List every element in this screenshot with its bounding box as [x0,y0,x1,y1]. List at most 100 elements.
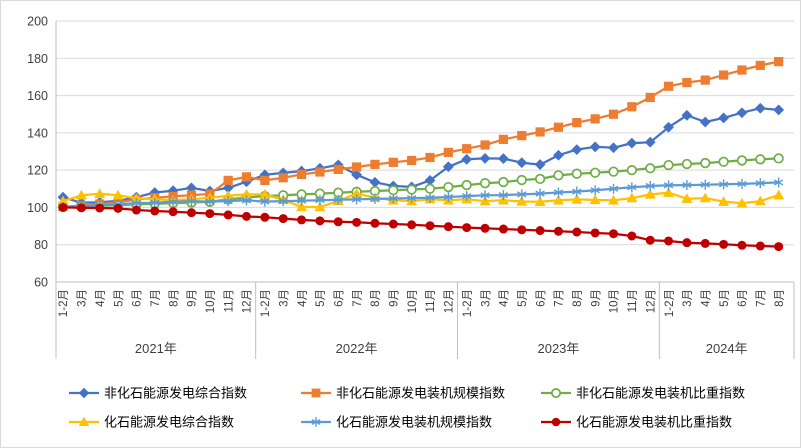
marker-triangle [571,193,583,204]
marker-square [407,155,417,166]
marker-asterisk [755,178,765,189]
x-axis-month-label: 1-2月 [664,289,676,317]
marker-circle-open [590,167,601,178]
marker-triangle [75,189,87,200]
marker-asterisk [296,195,307,206]
marker-circle [407,220,417,230]
marker-circle-open [663,159,674,171]
x-axis-month-label: 7月 [150,289,162,307]
x-axis-month-labels: 1-2月 3月 4月 5月 6月 7月 8月 9月 10月 11月 12月 1-2月 3月 4月 5月 6月 7… [58,289,786,317]
marker-square [333,164,343,174]
marker-circle-open [700,157,711,169]
x-axis-month-label: 12月 [645,289,657,313]
marker-circle-open [736,155,748,166]
marker-circle [755,241,765,251]
marker-asterisk [663,180,674,191]
x-axis-month-label: 11月 [425,289,437,312]
x-axis-month-label: 12月 [242,289,254,313]
legend-item: 化石能源发电装机规模指数 [301,415,492,430]
marker-asterisk [311,417,321,427]
marker-asterisk [351,194,362,205]
marker-diamond [351,169,362,181]
x-axis-month-label: 1-2月 [58,289,70,317]
marker-triangle [681,193,693,203]
marker-circle [682,238,692,248]
marker-diamond [663,121,674,133]
marker-square [517,131,527,141]
marker-diamond [424,174,436,186]
series-line [61,157,780,209]
marker-diamond [516,157,528,169]
marker-circle [333,217,343,227]
x-axis-month-label: 3月 [480,289,492,307]
marker-asterisk [498,190,509,201]
x-axis-month-label: 10月 [205,289,217,313]
marker-circle [551,417,561,427]
x-axis-month-label: 10月 [407,289,419,313]
marker-square [755,60,765,70]
marker-asterisk [205,196,215,207]
marker-square [774,57,784,67]
x-axis-month-label: 4月 [297,289,309,307]
marker-square [388,157,398,167]
marker-triangle [296,201,308,212]
marker-diamond [78,387,90,399]
marker-circle-open [553,170,564,181]
marker-square [719,70,729,80]
marker-triangle [736,197,748,208]
marker-diamond [736,107,748,119]
marker-circle [627,231,637,241]
marker-asterisk [517,189,527,200]
marker-circle [205,209,215,219]
x-axis-month-label: 11月 [627,289,639,312]
marker-asterisk [278,196,288,207]
marker-circle-open [498,176,509,188]
marker-triangle [94,188,106,199]
x-axis-month-label: 1-2月 [462,289,474,317]
marker-diamond [754,102,766,114]
marker-circle [278,214,288,224]
x-axis-month-label: 6月 [333,289,345,307]
legend-label: 非化石能源发电装机比重指数 [576,386,745,401]
marker-asterisk [260,196,270,207]
marker-diamond [571,144,583,156]
legend-label: 化石能源发电综合指数 [104,415,234,430]
x-axis-month-label: 8月 [370,289,382,307]
marker-square [627,102,637,112]
marker-triangle [534,196,546,207]
series-line [61,107,780,204]
marker-asterisk [315,195,325,206]
marker-circle [609,229,618,239]
marker-circle-open [551,388,561,398]
x-axis-month-label: 8月 [774,289,786,307]
marker-circle [425,221,435,231]
marker-triangle [259,188,271,199]
x-axis-month-label: 1-2月 [260,289,272,317]
marker-circle-open [534,173,546,185]
marker-circle [443,222,453,232]
x-axis-year-label: 2024年 [706,341,748,356]
marker-circle [572,227,582,237]
marker-circle [297,215,307,225]
marker-circle-open [406,184,417,195]
y-axis-tick-label: 200 [27,15,48,29]
marker-asterisk [718,179,729,190]
marker-asterisk [186,196,197,207]
marker-circle-open [443,181,454,193]
marker-asterisk [700,179,710,190]
x-axis-month-label: 5月 [719,289,731,307]
marker-diamond [442,161,454,173]
plot-gridlines [55,20,794,283]
marker-diamond [681,109,693,121]
marker-diamond [718,112,729,124]
chart-legend: 非化石能源发电综合指数 非化石能源发电装机规模指数 非化石能源发电装机比重指数化石能… [69,386,745,430]
marker-square [311,388,321,398]
marker-circle [388,219,398,229]
marker-circle [186,208,196,218]
marker-asterisk [608,183,619,194]
marker-circle-open [608,166,619,177]
marker-diamond [626,137,638,149]
legend-item: 非化石能源发电装机比重指数 [541,386,745,401]
marker-square [553,122,564,132]
y-axis-tick-label: 140 [27,126,48,140]
